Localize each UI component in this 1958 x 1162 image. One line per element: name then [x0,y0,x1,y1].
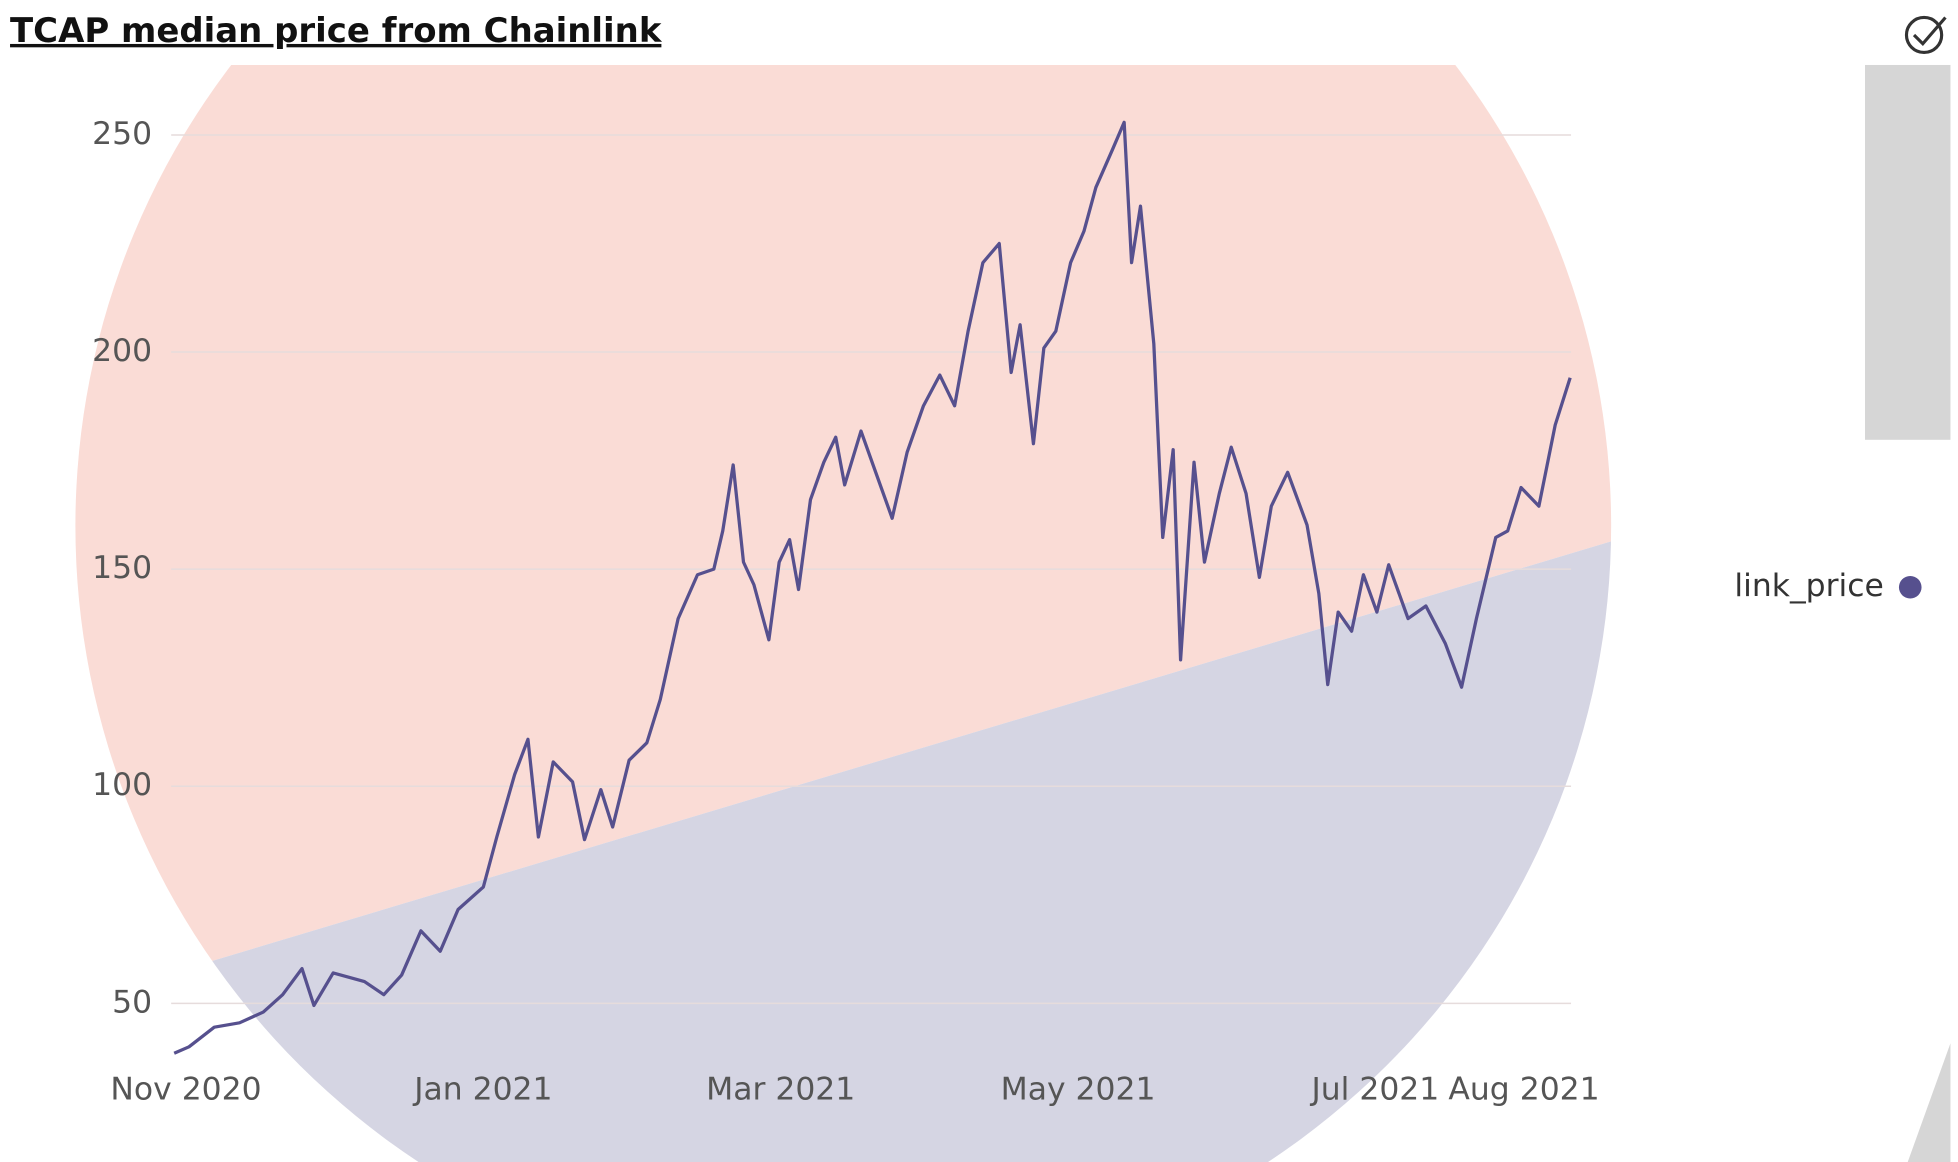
legend-label: link_price [1734,568,1883,604]
side-panel [1865,64,1951,440]
legend-swatch [1898,576,1922,599]
check-icon[interactable] [1904,15,1947,55]
y-tick-label: 200 [92,333,152,369]
x-tick-label: May 2021 [1001,1072,1156,1108]
x-tick-label: Jan 2021 [412,1072,552,1108]
plot-area: 50 100 150 200 250 Nov 2020 Jan 2021 Mar 2021 Ma… [92,116,1922,1108]
x-tick-label: Nov 2020 [110,1072,261,1108]
x-tick-label: Mar 2021 [706,1072,855,1108]
side-shape [1907,1043,1951,1162]
y-tick-label: 250 [92,116,152,152]
chart-title: TCAP median price from Chainlink [10,11,663,50]
y-tick-label: 150 [92,550,152,586]
y-tick-label: 100 [92,767,152,803]
x-tick-label: Jul 2021 [1309,1072,1439,1108]
y-tick-label: 50 [112,984,152,1020]
data-line [173,120,1572,1055]
x-tick-label: Aug 2021 [1448,1072,1599,1108]
